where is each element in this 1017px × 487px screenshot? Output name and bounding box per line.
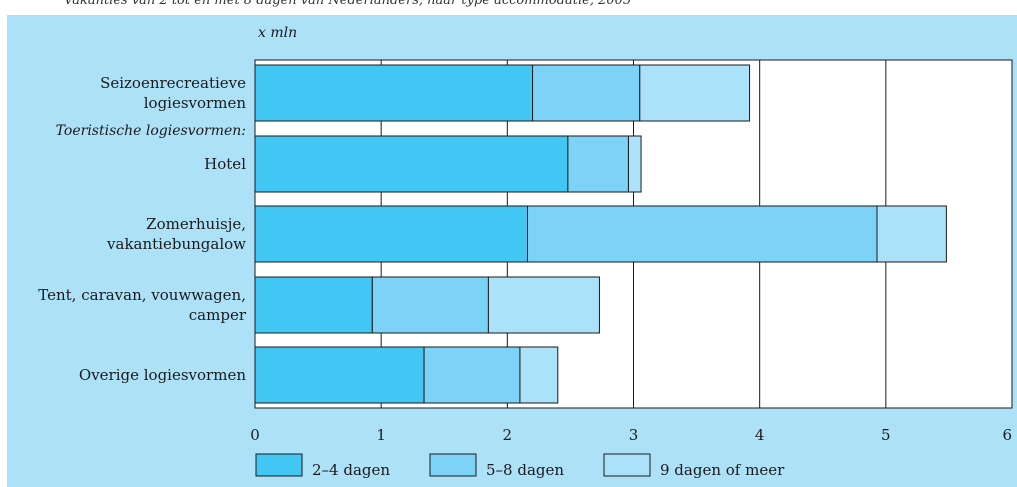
category-label: Tent, caravan, vouwwagen, [38, 286, 246, 304]
category-label: Hotel [204, 155, 246, 173]
bar-segment [876, 205, 947, 263]
category-label: logiesvormen [144, 94, 247, 112]
x-tick-label: 0 [250, 426, 260, 444]
bar-segment [627, 135, 642, 193]
bar-segment [527, 205, 878, 263]
x-tick-label: 4 [755, 426, 765, 444]
bar-segment [254, 205, 529, 263]
bar-segment [371, 276, 489, 334]
bar-segment [254, 135, 569, 193]
category-label: Overige logiesvormen [79, 366, 246, 384]
x-tick-label: 5 [881, 426, 891, 444]
bar-segment [254, 276, 373, 334]
x-tick-labels: 0 1 2 3 4 5 6 [250, 426, 1012, 444]
bars [254, 64, 947, 404]
bar-segment [567, 135, 629, 193]
legend-swatch [429, 453, 477, 477]
bar-segment [532, 64, 641, 122]
bar-segment [639, 64, 751, 122]
bar-segment [254, 64, 534, 122]
legend-label: 5–8 dagen [486, 461, 564, 479]
legend: 2–4 dagen 5–8 dagen 9 dagen of meer [255, 453, 785, 479]
chart-title: Vakanties van 2 tot en met 8 dagen van N… [64, 0, 631, 8]
category-label: camper [189, 306, 247, 324]
bar-segment [487, 276, 600, 334]
category-label: Seizoenrecreatieve [100, 74, 246, 92]
unit-label: x mln [258, 25, 297, 41]
bar-segment [254, 346, 425, 404]
x-tick-label: 6 [1002, 426, 1012, 444]
legend-swatch [603, 453, 651, 477]
x-tick-label: 2 [503, 426, 513, 444]
x-tick-label: 1 [376, 426, 386, 444]
bar-segment [519, 346, 559, 404]
x-tick-label: 3 [629, 426, 639, 444]
category-label: Zomerhuisje, [146, 215, 246, 233]
category-label: vakantiebungalow [106, 235, 246, 253]
category-labels: Seizoenrecreatieve logiesvormen Hotel Zomer… [38, 74, 247, 384]
legend-label: 2–4 dagen [312, 461, 390, 479]
legend-swatch [255, 453, 303, 477]
legend-label: 9 dagen of meer [660, 461, 785, 479]
bar-segment [423, 346, 521, 404]
section-label: Toeristische logiesvormen: [56, 123, 246, 139]
